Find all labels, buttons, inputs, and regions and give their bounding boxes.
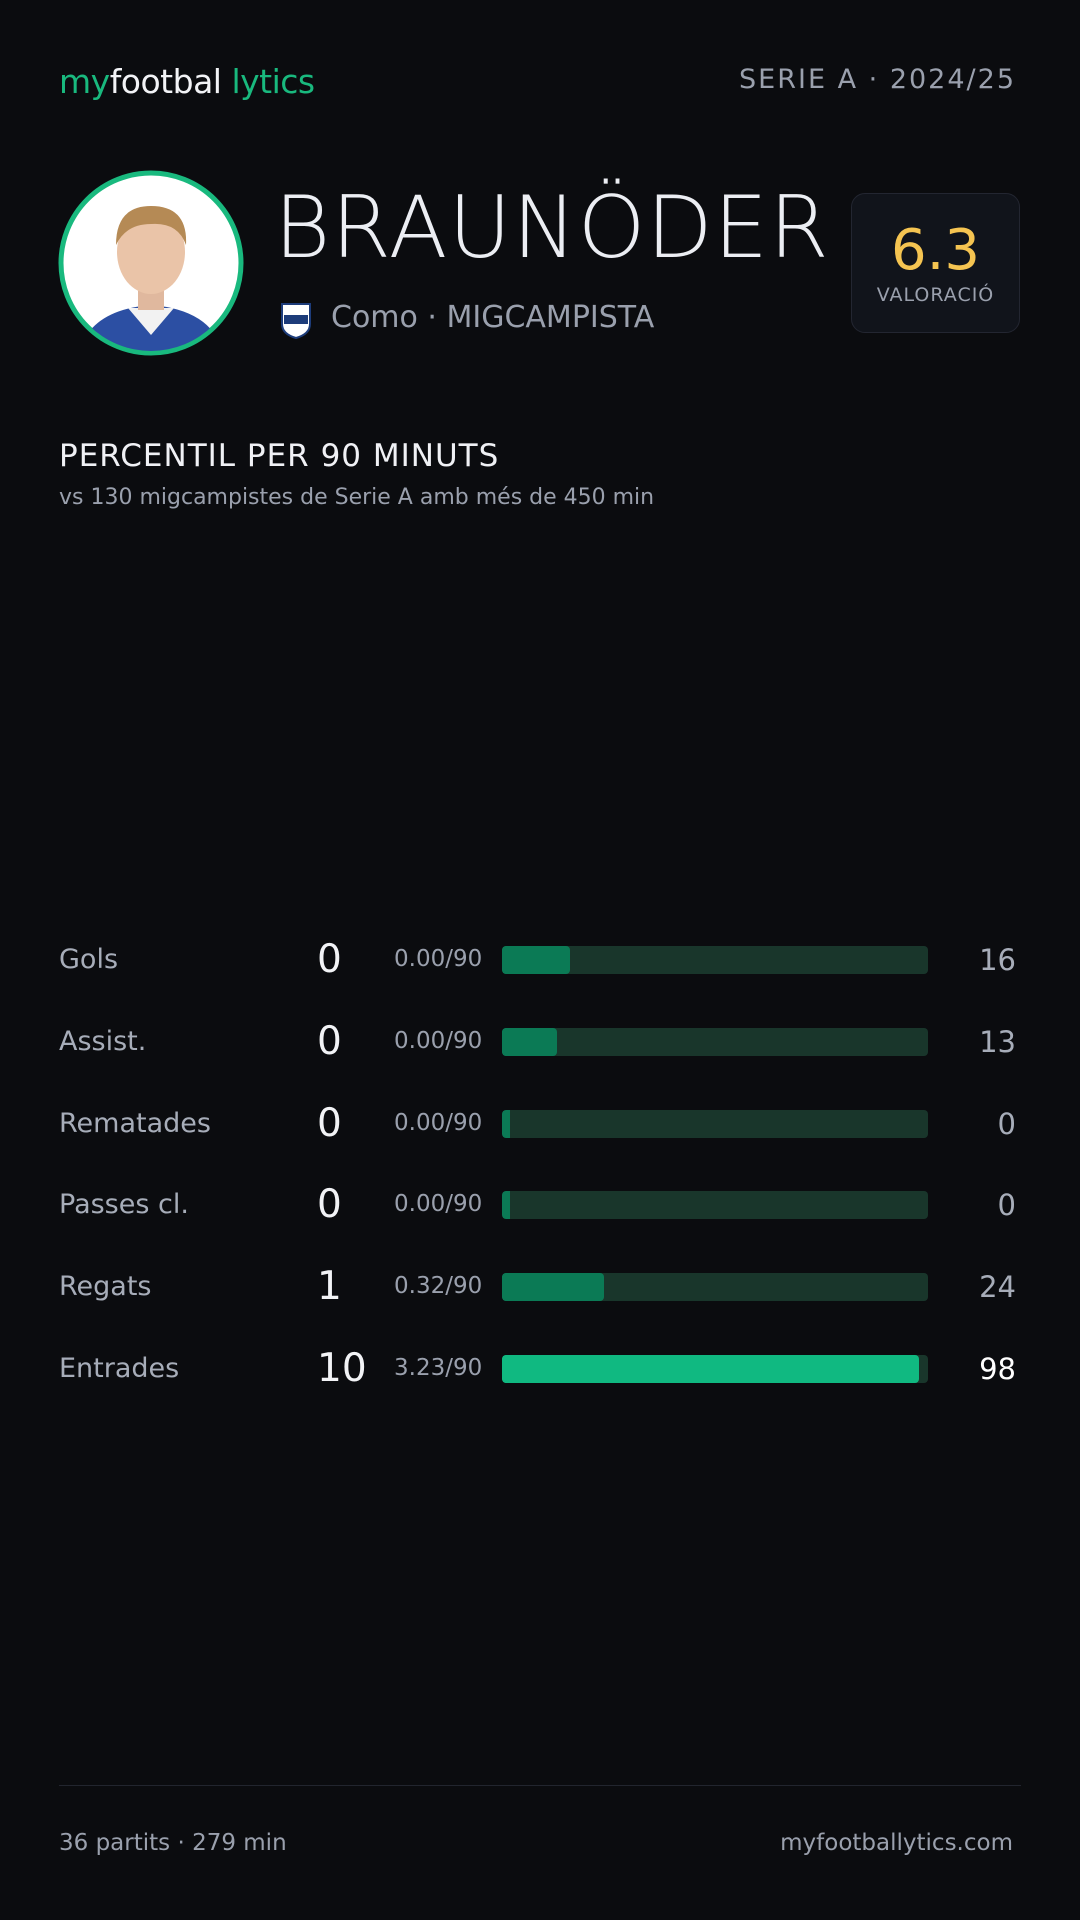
- section-subtitle: vs 130 migcampistes de Serie A amb més d…: [59, 485, 655, 510]
- player-photo: [58, 170, 244, 356]
- stat-total: 10: [317, 1346, 367, 1391]
- logo-part: lytics: [231, 62, 315, 101]
- stat-total: 0: [317, 937, 342, 982]
- season: SERIE A · 2024/25: [739, 64, 1016, 95]
- stat-percentile: 16: [979, 943, 1016, 977]
- stat-percentile: 0: [997, 1106, 1016, 1141]
- bar: [502, 1355, 920, 1383]
- stat-percentile: 98: [979, 1352, 1016, 1386]
- bar: [502, 946, 571, 974]
- logo-part: my: [59, 62, 110, 101]
- section-title: PERCENTIL PER 90 MINUTS: [59, 438, 500, 474]
- bar-track: [502, 1355, 928, 1383]
- stat-label: Regats: [59, 1271, 152, 1303]
- player-name: BRAUNÖDER: [274, 178, 830, 278]
- footer-left: 36 partits · 279 min: [59, 1830, 287, 1856]
- stat-per90: 0.32/90: [394, 1273, 483, 1300]
- bar: [502, 1027, 558, 1056]
- stat-label: Entrades: [59, 1353, 180, 1384]
- bar-track: [502, 1273, 928, 1302]
- bar-track: [502, 946, 928, 974]
- rating-box: 6.3 VALORACIÓ: [851, 193, 1020, 333]
- stat-label: Gols: [59, 944, 119, 975]
- stat-per90: 0.00/90: [394, 1109, 483, 1136]
- logo: myfootbal lytics: [59, 62, 315, 101]
- stat-total: 0: [317, 1100, 342, 1146]
- stat-total: 0: [317, 1018, 342, 1064]
- footer-right: myfootballytics.com: [780, 1830, 1013, 1856]
- divider: [59, 1785, 1021, 1786]
- bar-track: [502, 1109, 928, 1138]
- club-position: Como · MIGCAMPISTA: [331, 300, 655, 335]
- bar-cap: [502, 1109, 510, 1138]
- stat-per90: 0.00/90: [394, 1191, 483, 1218]
- rating-value: 6.3: [890, 218, 981, 283]
- rating-label: VALORACIÓ: [876, 284, 995, 306]
- bar-cap: [502, 1191, 510, 1220]
- stat-label: Passes cl.: [59, 1189, 189, 1221]
- bar: [502, 1273, 605, 1302]
- stat-per90: 3.23/90: [394, 1355, 483, 1381]
- bar-track: [502, 1027, 928, 1056]
- club-badge: [281, 303, 311, 340]
- logo-part: footbal: [109, 62, 222, 101]
- stat-per90: 0.00/90: [394, 1027, 483, 1054]
- stat-per90: 0.00/90: [394, 946, 483, 972]
- stat-label: Assist.: [59, 1025, 147, 1057]
- stat-percentile: 13: [979, 1024, 1016, 1059]
- stat-label: Rematades: [59, 1107, 211, 1139]
- stat-percentile: 24: [979, 1270, 1016, 1305]
- stat-total: 1: [317, 1264, 342, 1310]
- stat-percentile: 0: [997, 1188, 1016, 1223]
- bar-track: [502, 1191, 928, 1220]
- stat-total: 0: [317, 1182, 342, 1228]
